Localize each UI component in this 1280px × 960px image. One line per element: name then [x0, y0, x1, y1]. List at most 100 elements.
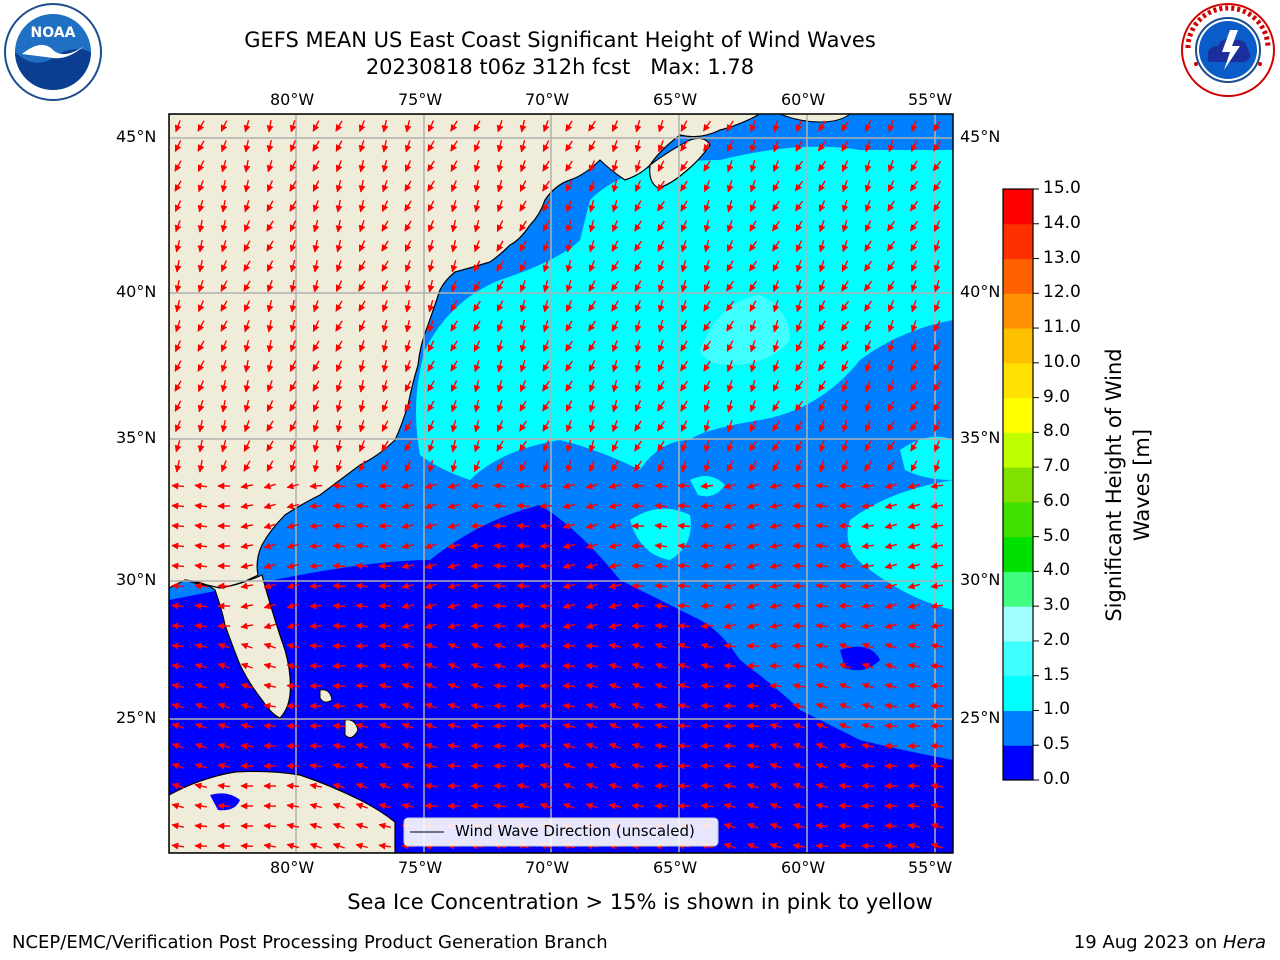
wind-wave-arrow: [910, 240, 918, 252]
wind-wave-arrow: [746, 742, 759, 750]
wind-wave-arrow: [907, 602, 920, 610]
wind-wave-arrow: [381, 440, 389, 452]
wind-wave-arrow: [263, 842, 277, 850]
wind-wave-arrow: [933, 340, 941, 352]
footer-host: Hera: [1222, 932, 1266, 953]
wind-wave-arrow: [703, 220, 711, 233]
wind-wave-arrow: [585, 642, 599, 650]
wind-wave-arrow: [542, 260, 550, 273]
wind-wave-arrow: [585, 562, 598, 570]
wind-wave-arrow: [795, 320, 803, 333]
land-cuba: [169, 770, 396, 853]
wind-wave-arrow: [746, 622, 759, 630]
wind-wave-arrow: [332, 522, 346, 530]
wind-wave-arrow: [565, 160, 573, 172]
wind-wave-arrow: [312, 180, 320, 192]
wind-wave-arrow: [197, 420, 205, 433]
wind-wave-arrow: [565, 440, 573, 453]
wind-wave-arrow: [378, 682, 392, 690]
wind-wave-arrow: [841, 400, 849, 413]
wind-wave-arrow: [863, 260, 873, 272]
wind-wave-arrow: [611, 360, 619, 373]
wind-wave-arrow: [815, 522, 829, 530]
wind-wave-arrow: [792, 782, 805, 790]
colorbar-segment: [1003, 571, 1033, 607]
wind-wave-arrow: [355, 842, 368, 850]
wind-wave-arrow: [700, 522, 714, 530]
wind-wave-arrow: [516, 802, 529, 810]
wind-wave-arrow: [542, 280, 550, 293]
wind-wave-arrow: [401, 562, 415, 570]
wind-wave-arrow: [470, 682, 484, 690]
wind-wave-arrow: [197, 380, 205, 393]
wind-wave-arrow: [174, 240, 182, 253]
wind-wave-arrow: [746, 582, 759, 590]
wind-wave-arrow: [772, 460, 780, 472]
wind-wave-arrow: [723, 542, 736, 550]
wind-wave-arrow: [286, 622, 299, 630]
wind-wave-arrow: [818, 180, 826, 192]
wind-wave-arrow: [565, 400, 573, 413]
wind-wave-arrow: [772, 400, 780, 412]
wind-wave-arrow: [332, 842, 345, 850]
wind-wave-arrow: [634, 420, 642, 432]
wind-wave-arrow: [611, 260, 619, 272]
wind-wave-arrow: [611, 280, 619, 292]
wind-wave-arrow: [493, 802, 507, 810]
wind-wave-arrow: [884, 702, 898, 710]
wind-wave-arrow: [171, 702, 184, 710]
wind-wave-arrow: [726, 420, 734, 433]
wind-wave-arrow: [450, 360, 458, 372]
wind-wave-arrow: [680, 360, 688, 372]
wind-wave-arrow: [266, 420, 274, 432]
wind-wave-arrow: [404, 440, 412, 452]
wind-wave-arrow: [932, 380, 942, 392]
wind-wave-arrow: [907, 562, 920, 570]
wind-wave-arrow: [378, 642, 392, 650]
wind-wave-arrow: [884, 742, 898, 750]
wind-wave-arrow: [864, 340, 872, 353]
wind-wave-arrow: [470, 662, 483, 670]
wind-wave-arrow: [473, 280, 481, 292]
wind-wave-arrow: [565, 340, 573, 352]
wind-wave-arrow: [519, 260, 527, 272]
wind-wave-arrow: [401, 782, 414, 790]
wind-wave-arrow: [562, 682, 576, 690]
colorbar-segment: [1003, 640, 1033, 677]
wind-wave-arrow: [703, 160, 711, 172]
wind-wave-arrow: [378, 702, 391, 710]
wind-wave-arrow: [611, 340, 619, 353]
wind-wave-arrow: [312, 360, 320, 372]
wind-wave-arrow: [358, 460, 366, 472]
wind-wave-arrow: [746, 522, 759, 530]
wind-wave-arrow: [884, 502, 897, 510]
wind-wave-arrow: [887, 380, 895, 393]
wind-wave-arrow: [539, 522, 553, 530]
wind-wave-arrow: [838, 782, 851, 790]
wind-wave-arrow: [312, 440, 320, 453]
wind-wave-arrow: [263, 702, 276, 710]
wind-wave-arrow: [703, 240, 711, 253]
wind-wave-arrow: [680, 260, 688, 273]
colorbar-tick-label: 6.0: [1043, 490, 1071, 511]
wind-wave-arrow: [427, 440, 435, 453]
wind-wave-arrow: [634, 260, 642, 272]
wind-wave-arrow: [795, 280, 803, 293]
wind-wave-arrow: [795, 160, 803, 172]
wind-wave-arrow: [726, 440, 734, 453]
wind-wave-arrow: [608, 602, 622, 610]
wind-wave-arrow: [516, 502, 530, 510]
wind-wave-arrow: [194, 782, 208, 790]
wind-wave-arrow: [240, 662, 253, 670]
wind-wave-arrow: [887, 420, 895, 432]
wind-wave-arrow: [519, 160, 527, 173]
wind-wave-arrow: [608, 622, 622, 630]
wind-wave-arrow: [909, 220, 919, 232]
wind-wave-arrow: [289, 340, 297, 353]
wind-wave-arrow: [358, 300, 366, 312]
wind-wave-arrow: [447, 702, 460, 710]
wind-wave-arrow: [654, 522, 668, 530]
wind-wave-arrow: [933, 420, 941, 432]
wind-wave-arrow: [427, 460, 435, 473]
